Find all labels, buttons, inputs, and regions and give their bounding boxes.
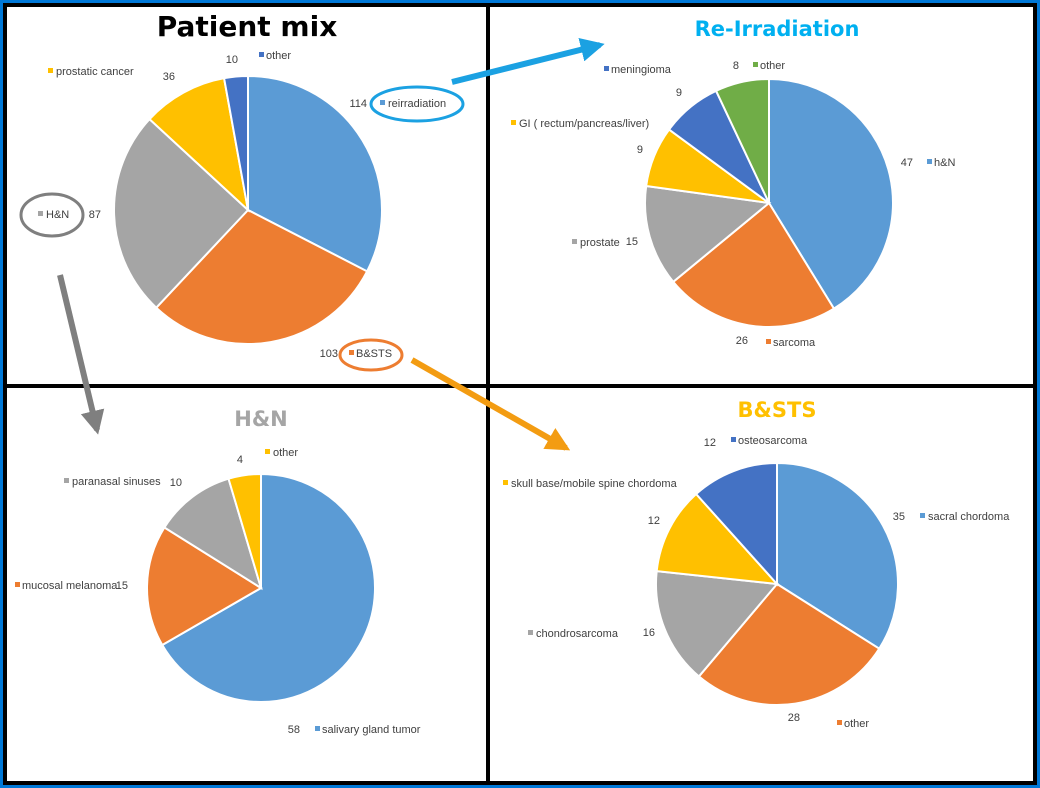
category-label-h-n-salivary-gland-tumor: salivary gland tumor [322, 724, 421, 736]
value-label-patient-mix-b-sts: 103 [320, 348, 338, 360]
category-label-re-irradiation-gi-rectum-pancreas-liver: GI ( rectum/pancreas/liver) [519, 118, 649, 130]
legend-marker-patient-mix-prostatic-cancer [48, 68, 53, 73]
value-label-re-irradiation-sarcoma: 26 [736, 335, 748, 347]
value-label-b-sts-skull-base-mobile-spine-chordoma: 12 [648, 515, 660, 527]
highlight-ellipse-hn [19, 192, 85, 238]
legend-marker-b-sts-sacral-chordoma [920, 513, 925, 518]
category-label-b-sts-skull-base-mobile-spine-chordoma: skull base/mobile spine chordoma [511, 478, 678, 490]
pie-slice-patient-mix-reirradiation [247, 74, 383, 273]
chart-title-bsts: B&STS [738, 398, 817, 422]
highlight-ellipse-bsts [338, 338, 404, 372]
legend-marker-b-sts-osteosarcoma [731, 437, 736, 442]
value-label-re-irradiation-h-n: 47 [901, 157, 913, 169]
value-label-h-n-paranasal-sinuses: 10 [170, 477, 182, 489]
pie-hn [146, 472, 376, 703]
inner-frame [3, 3, 1037, 785]
category-label-re-irradiation-sarcoma: sarcoma [773, 337, 816, 349]
chart-title-hn: H&N [234, 407, 287, 431]
pie-slice-h-n-mucosal-melanoma [146, 526, 263, 647]
category-label-b-sts-osteosarcoma: osteosarcoma [738, 435, 808, 447]
pie-bsts [655, 461, 899, 706]
legend-marker-re-irradiation-h-n [927, 159, 932, 164]
legend-marker-patient-mix-reirradiation [380, 100, 385, 105]
category-label-re-irradiation-meningioma: meningioma [611, 64, 672, 76]
value-label-patient-mix-h-n: 87 [89, 209, 101, 221]
chart-title-reirradiation: Re-Irradiation [695, 17, 860, 41]
value-label-re-irradiation-prostate: 15 [626, 236, 638, 248]
pie-slice-h-n-other [227, 472, 262, 589]
category-label-re-irradiation-other: other [760, 60, 785, 72]
legend-marker-b-sts-chondrosarcoma [528, 630, 533, 635]
pie-slice-re-irradiation-sarcoma [671, 201, 836, 328]
pie-slice-b-sts-skull-base-mobile-spine-chordoma [655, 492, 780, 586]
pie-slice-b-sts-chondrosarcoma [655, 570, 779, 678]
pie-slice-b-sts-other [697, 582, 881, 706]
value-label-b-sts-sacral-chordoma: 35 [893, 511, 905, 523]
legend-marker-h-n-mucosal-melanoma [15, 582, 20, 587]
pie-reirradiation [644, 77, 894, 328]
legend-marker-re-irradiation-meningioma [604, 66, 609, 71]
value-label-b-sts-osteosarcoma: 12 [704, 437, 716, 449]
legend-marker-h-n-salivary-gland-tumor [315, 726, 320, 731]
value-label-h-n-mucosal-melanoma: 15 [116, 580, 128, 592]
arrow-to-hn [57, 274, 105, 435]
category-label-patient-mix-h-n: H&N [46, 209, 69, 221]
value-label-re-irradiation-meningioma: 9 [676, 87, 682, 99]
value-label-patient-mix-prostatic-cancer: 36 [163, 71, 175, 83]
pie-slice-re-irradiation-prostate [644, 184, 772, 284]
legend-marker-patient-mix-b-sts [349, 350, 354, 355]
category-label-b-sts-chondrosarcoma: chondrosarcoma [536, 628, 619, 640]
pie-slice-b-sts-osteosarcoma [694, 461, 778, 587]
category-label-b-sts-sacral-chordoma: sacral chordoma [928, 511, 1010, 523]
legend-marker-re-irradiation-other [753, 62, 758, 67]
value-label-re-irradiation-other: 8 [733, 60, 739, 72]
value-label-re-irradiation-gi-rectum-pancreas-liver: 9 [637, 144, 643, 156]
pie-slice-re-irradiation-other [714, 77, 770, 204]
value-label-h-n-other: 4 [237, 454, 243, 466]
legend-marker-re-irradiation-gi-rectum-pancreas-liver [511, 120, 516, 125]
value-label-h-n-salivary-gland-tumor: 58 [288, 724, 300, 736]
pie-slice-re-irradiation-h-n [768, 77, 894, 311]
pie-slice-h-n-salivary-gland-tumor [160, 472, 376, 703]
category-label-patient-mix-b-sts: B&STS [356, 348, 392, 360]
category-label-re-irradiation-prostate: prostate [580, 237, 620, 249]
category-label-patient-mix-reirradiation: reirradiation [388, 98, 446, 110]
value-label-b-sts-chondrosarcoma: 16 [643, 627, 655, 639]
value-label-patient-mix-other: 10 [226, 54, 238, 66]
category-label-h-n-mucosal-melanoma: mucosal melanoma [22, 580, 118, 592]
pie-patient-mix [113, 74, 383, 345]
legend-marker-patient-mix-other [259, 52, 264, 57]
value-label-patient-mix-reirradiation: 114 [349, 98, 367, 110]
category-label-h-n-other: other [273, 447, 298, 459]
value-label-b-sts-other: 28 [788, 712, 800, 724]
legend-marker-re-irradiation-sarcoma [766, 339, 771, 344]
pie-slice-patient-mix-b-sts [154, 208, 369, 345]
category-label-h-n-paranasal-sinuses: paranasal sinuses [72, 476, 161, 488]
category-label-patient-mix-other: other [266, 50, 291, 62]
legend-marker-h-n-paranasal-sinuses [64, 478, 69, 483]
slice-labels: 114 reirradiation 103 B&STS 87 H&N 36 prostatic… [15, 50, 1010, 736]
category-label-re-irradiation-h-n: h&N [934, 157, 955, 169]
legend-marker-h-n-other [265, 449, 270, 454]
legend-marker-patient-mix-h-n [38, 211, 43, 216]
pie-slice-patient-mix-h-n [113, 117, 250, 310]
chart-title-patient-mix: Patient mix [157, 10, 338, 43]
highlight-ellipse-reirradiation [369, 85, 465, 123]
pie-slice-h-n-paranasal-sinuses [163, 477, 263, 591]
arrow-to-bsts [410, 357, 571, 451]
arrow-to-reirradiation [451, 38, 605, 85]
pie-slice-patient-mix-other [222, 74, 249, 211]
pie-slice-patient-mix-prostatic-cancer [148, 76, 250, 213]
legend-marker-b-sts-other [837, 720, 842, 725]
legend-marker-re-irradiation-prostate [572, 239, 577, 244]
category-label-b-sts-other: other [844, 718, 869, 730]
legend-marker-b-sts-skull-base-mobile-spine-chordoma [503, 480, 508, 485]
category-label-patient-mix-prostatic-cancer: prostatic cancer [56, 66, 134, 78]
